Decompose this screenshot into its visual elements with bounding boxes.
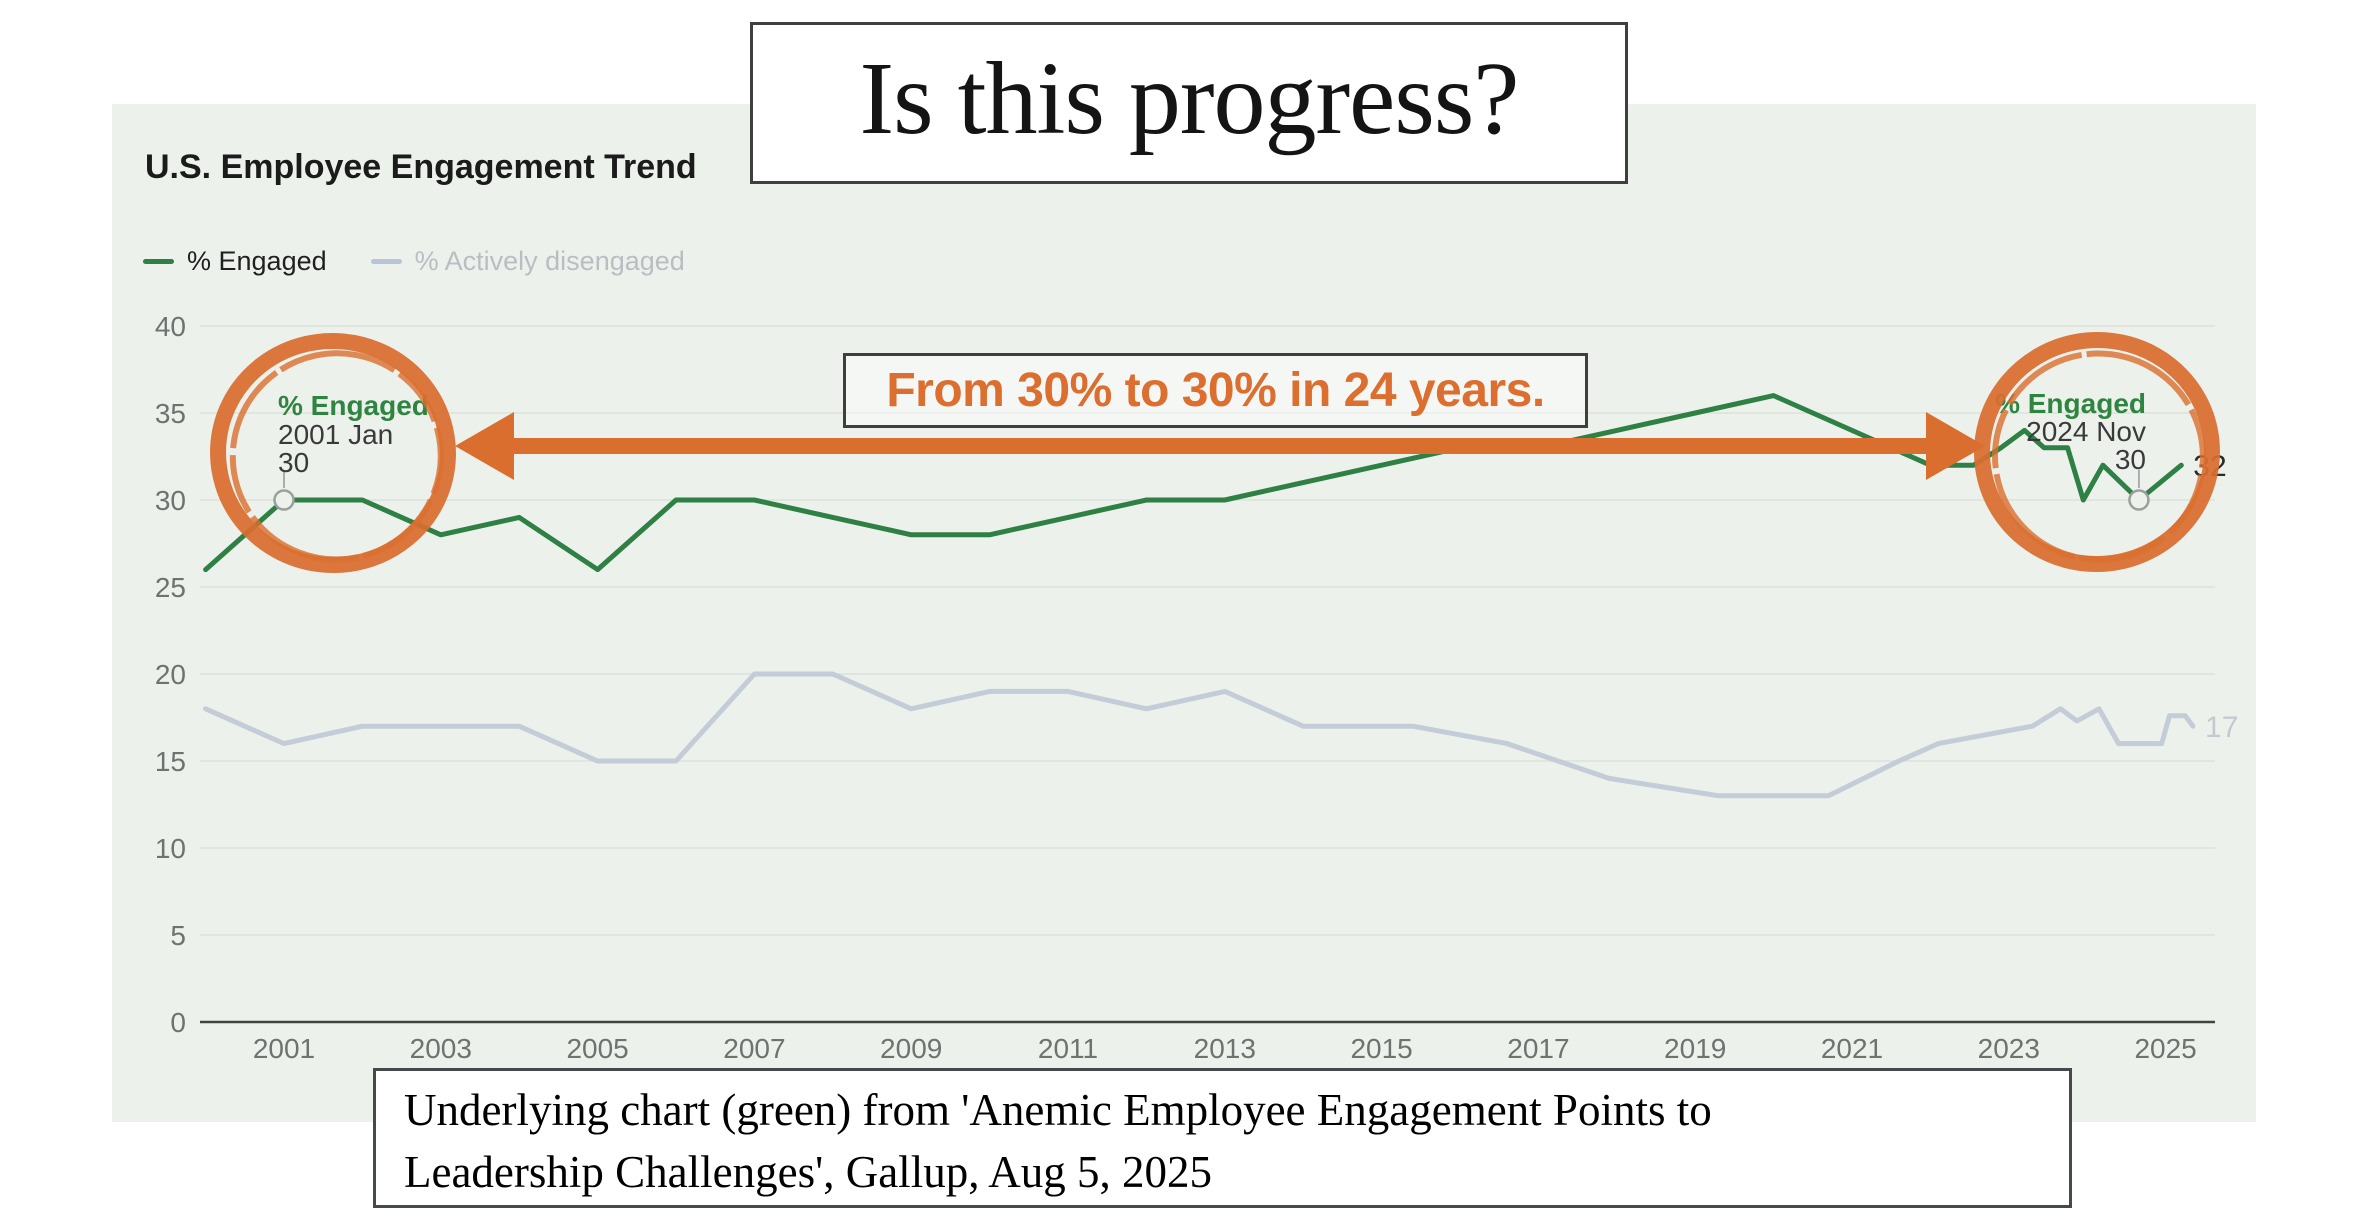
- x-tick-label: 2005: [566, 1033, 628, 1064]
- disengaged-line-swatch: [370, 259, 402, 264]
- span-arrow-left-head: [455, 412, 514, 480]
- y-tick-label: 35: [155, 398, 186, 429]
- x-tick-label: 2023: [1978, 1033, 2040, 1064]
- data-point-marker[interactable]: [273, 489, 295, 511]
- chart-legend: % Engaged % Actively disengaged: [143, 246, 685, 277]
- x-tick-label: 2017: [1507, 1033, 1569, 1064]
- engaged-line-swatch: [143, 259, 174, 264]
- big-question-text: Is this progress?: [859, 40, 1520, 156]
- y-tick-label: 40: [155, 311, 186, 342]
- chart-title: U.S. Employee Engagement Trend: [145, 148, 697, 186]
- source-caption-line1: Underlying chart (green) from 'Anemic Em…: [404, 1085, 1712, 1135]
- span-arrow-shaft: [500, 438, 1936, 454]
- legend-item-disengaged: % Actively disengaged: [370, 246, 685, 277]
- arrow-annotation-text: From 30% to 30% in 24 years.: [886, 364, 1545, 417]
- left-callout-date: 2001 Jan: [278, 419, 393, 450]
- engaged-line: [203, 393, 2184, 573]
- disengaged-line: [203, 671, 2196, 799]
- x-tick-label: 2007: [723, 1033, 785, 1064]
- highlight-circle-inner-stroke: [1992, 350, 2206, 563]
- left-highlight-circle: [210, 332, 456, 574]
- x-tick-label: 2019: [1664, 1033, 1726, 1064]
- x-tick-label: 2009: [880, 1033, 942, 1064]
- y-tick-label: 15: [155, 746, 186, 777]
- legend-label-disengaged: % Actively disengaged: [414, 246, 685, 276]
- source-caption-box: Underlying chart (green) from 'Anemic Em…: [373, 1068, 2072, 1208]
- x-tick-label: 2011: [1038, 1033, 1098, 1064]
- right-highlight-circle: [1974, 331, 2220, 573]
- big-question-box: Is this progress?: [750, 22, 1628, 184]
- x-tick-label: 2013: [1194, 1033, 1256, 1064]
- y-tick-label: 5: [170, 920, 186, 951]
- x-tick-label: 2001: [253, 1033, 315, 1064]
- source-caption-line2: Leadership Challenges', Gallup, Aug 5, 2…: [404, 1147, 1212, 1198]
- right-callout-date: 2024 Nov: [2026, 416, 2146, 447]
- arrow-annotation-box: From 30% to 30% in 24 years.: [843, 353, 1588, 428]
- left-callout-series: % Engaged: [278, 390, 429, 421]
- x-tick-label: 2021: [1821, 1033, 1883, 1064]
- span-arrow-right-head: [1926, 412, 1985, 480]
- legend-item-engaged: % Engaged: [143, 246, 327, 277]
- y-tick-label: 10: [155, 833, 186, 864]
- chart-panel: [112, 104, 2256, 1122]
- x-tick-label: 2003: [410, 1033, 472, 1064]
- data-point-marker[interactable]: [2128, 489, 2150, 511]
- y-tick-label: 30: [155, 485, 186, 516]
- highlight-circle-inner-stroke: [229, 350, 444, 563]
- y-tick-label: 25: [155, 572, 186, 603]
- x-tick-label: 2015: [1350, 1033, 1412, 1064]
- legend-label-engaged: % Engaged: [187, 246, 327, 276]
- series-end-value-label: 17: [2205, 711, 2238, 744]
- x-tick-label: 2025: [2134, 1033, 2196, 1064]
- y-tick-label: 20: [155, 659, 186, 690]
- right-callout-value: 30: [2115, 444, 2146, 475]
- left-callout-value: 30: [278, 447, 309, 478]
- y-tick-label: 0: [170, 1007, 186, 1038]
